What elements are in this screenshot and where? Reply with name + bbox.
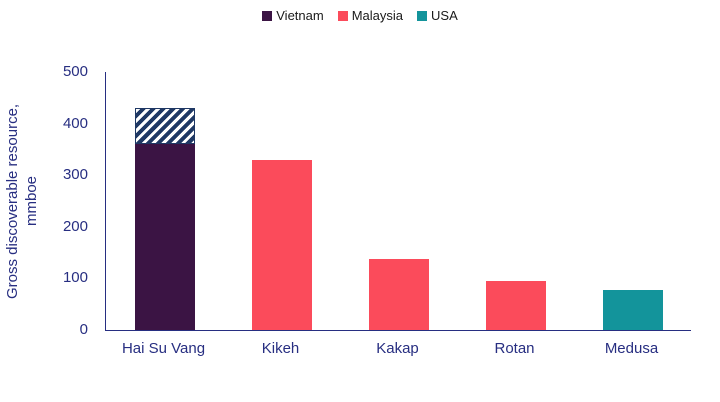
y-tick-500: 500 [62, 63, 88, 80]
bar-slot-kikeh [223, 72, 340, 330]
legend-label-malaysia: Malaysia [351, 8, 404, 23]
bar-slot-hai-su-vang [106, 72, 223, 330]
chart-legend: Vietnam Malaysia USA [0, 8, 720, 23]
y-tick-100: 100 [62, 269, 88, 287]
legend-swatch-vietnam [262, 10, 273, 21]
legend-label-vietnam: Vietnam [276, 8, 324, 23]
bar-kikeh [251, 159, 312, 330]
bar-slot-medusa [574, 72, 691, 330]
x-label-kakap: Kakap [376, 340, 419, 357]
y-tick-300: 300 [62, 166, 88, 184]
legend-swatch-usa [417, 10, 428, 21]
legend-swatch-malaysia [337, 10, 348, 21]
bar-rotan [485, 280, 546, 330]
x-label-rotan: Rotan [494, 340, 535, 357]
bar-slot-kakap [340, 72, 457, 330]
legend-item-usa: USA [417, 8, 458, 23]
bar-kakap [368, 258, 429, 330]
y-tick-0: 0 [79, 321, 88, 338]
legend-item-vietnam: Vietnam [262, 8, 324, 23]
y-axis-ticks: 0 100 200 300 400 500 [48, 63, 96, 338]
bar-slot-rotan [457, 72, 574, 330]
plot-area [105, 72, 691, 331]
bar-hatched-hai-su-vang [134, 108, 195, 145]
legend-item-malaysia: Malaysia [337, 8, 404, 23]
y-axis-label: Gross discoverable resource, mmboe [4, 103, 40, 299]
x-label-hai-su-vang: Hai Su Vang [121, 340, 206, 357]
bar-medusa [602, 289, 663, 330]
x-label-medusa: Medusa [604, 340, 659, 357]
y-tick-400: 400 [62, 114, 88, 132]
x-label-kikeh: Kikeh [261, 340, 300, 357]
legend-label-usa: USA [431, 8, 458, 23]
bar-hai-su-vang [134, 144, 195, 330]
x-axis-labels: Hai Su Vang Kikeh Kakap Rotan Medusa [105, 340, 690, 357]
y-tick-200: 200 [62, 217, 88, 235]
